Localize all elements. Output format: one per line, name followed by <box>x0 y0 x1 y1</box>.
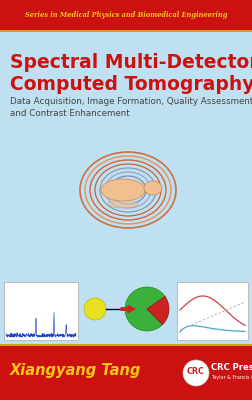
Wedge shape <box>147 296 169 324</box>
Ellipse shape <box>101 179 145 201</box>
Bar <box>0 346 252 400</box>
Text: Computed Tomography (sMDCT): Computed Tomography (sMDCT) <box>10 74 252 94</box>
Text: Data Acquisition, Image Formation, Quality Assessment: Data Acquisition, Image Formation, Quali… <box>10 98 252 106</box>
Text: Xiangyang Tang: Xiangyang Tang <box>10 362 141 378</box>
Bar <box>177 282 248 340</box>
Bar <box>0 344 252 346</box>
FancyArrow shape <box>121 306 135 312</box>
Text: CRC Press: CRC Press <box>211 364 252 372</box>
Wedge shape <box>125 287 165 331</box>
Text: and Contrast Enhancement: and Contrast Enhancement <box>10 108 130 118</box>
Circle shape <box>84 298 106 320</box>
Bar <box>0 32 252 344</box>
Text: Taylor & Francis Group: Taylor & Francis Group <box>211 374 252 380</box>
Ellipse shape <box>144 181 162 195</box>
Bar <box>4 282 78 340</box>
Bar <box>0 0 252 30</box>
Text: CRC: CRC <box>187 368 205 376</box>
Text: Spectral Multi-Detector: Spectral Multi-Detector <box>10 52 252 72</box>
Bar <box>0 30 252 32</box>
Ellipse shape <box>108 200 138 208</box>
Circle shape <box>183 360 209 386</box>
Text: Series in Medical Physics and Biomedical Engineering: Series in Medical Physics and Biomedical… <box>25 11 227 19</box>
